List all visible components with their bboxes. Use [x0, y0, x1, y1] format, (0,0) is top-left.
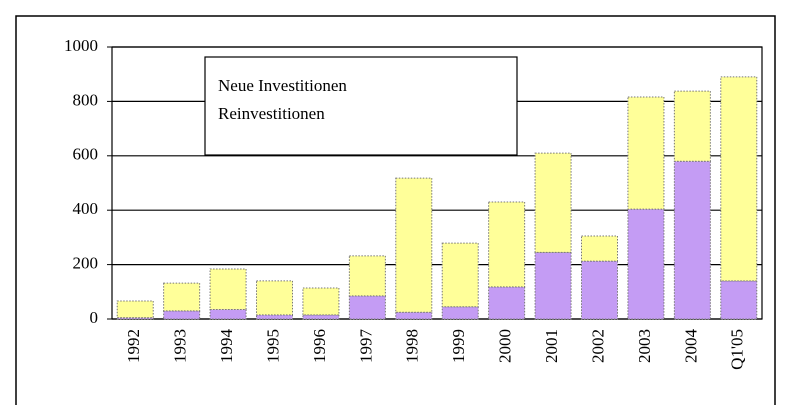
x-tick-label: 1999	[449, 329, 468, 363]
x-tick-label: 2000	[496, 329, 515, 363]
bar-segment	[256, 314, 293, 320]
bar-segment	[720, 280, 758, 320]
bar-segment	[627, 96, 665, 210]
x-tick-label: 1997	[356, 329, 375, 364]
bar-segment	[348, 295, 386, 320]
bar-segment	[395, 311, 433, 320]
y-tick-label: 800	[73, 90, 99, 109]
bar-segment	[163, 310, 201, 320]
y-tick-label: 1000	[64, 36, 98, 55]
x-tick-label: 1993	[171, 329, 190, 363]
bar-segment	[348, 255, 386, 297]
bar-segment	[302, 287, 340, 316]
x-tick-label: 1994	[217, 329, 236, 364]
x-tick-label: 2003	[635, 329, 654, 363]
bar-segment	[488, 286, 526, 320]
bar-segment	[673, 160, 711, 320]
bar-segment	[581, 235, 618, 262]
bar-segment	[395, 177, 433, 313]
legend-label: Reinvestitionen	[218, 104, 325, 123]
bar-segment	[302, 314, 340, 320]
bar-segment	[116, 300, 154, 319]
bar-segment	[441, 306, 479, 320]
x-tick-label: Q1'05	[728, 329, 747, 370]
frame	[15, 15, 776, 405]
x-tick-label: 1996	[310, 329, 329, 363]
legend-box	[204, 56, 518, 156]
plot-frame	[111, 46, 763, 320]
y-tick-label: 0	[90, 308, 99, 327]
bar-segment	[209, 308, 247, 320]
bar-segment	[441, 242, 479, 308]
x-tick-label: 2001	[542, 329, 561, 363]
legend-label: Neue Investitionen	[218, 76, 347, 95]
y-tick-label: 400	[73, 199, 99, 218]
bar-segment	[163, 282, 201, 312]
bar-segment	[534, 152, 572, 253]
bar-segment	[256, 280, 293, 316]
bar-segment	[488, 201, 526, 288]
y-tick-label: 600	[73, 145, 99, 164]
bar-segment	[534, 251, 572, 320]
x-tick-label: 1992	[124, 329, 143, 363]
bar-segment	[720, 76, 758, 282]
bar-segment	[209, 268, 247, 310]
x-tick-label: 2002	[588, 329, 607, 363]
bar-segment	[581, 260, 618, 320]
bar-segment	[627, 208, 665, 320]
bar-segment	[673, 90, 711, 162]
y-tick-label: 200	[73, 254, 99, 273]
x-tick-label: 1995	[263, 329, 282, 363]
x-tick-label: 1998	[403, 329, 422, 363]
x-tick-label: 2004	[681, 329, 700, 364]
